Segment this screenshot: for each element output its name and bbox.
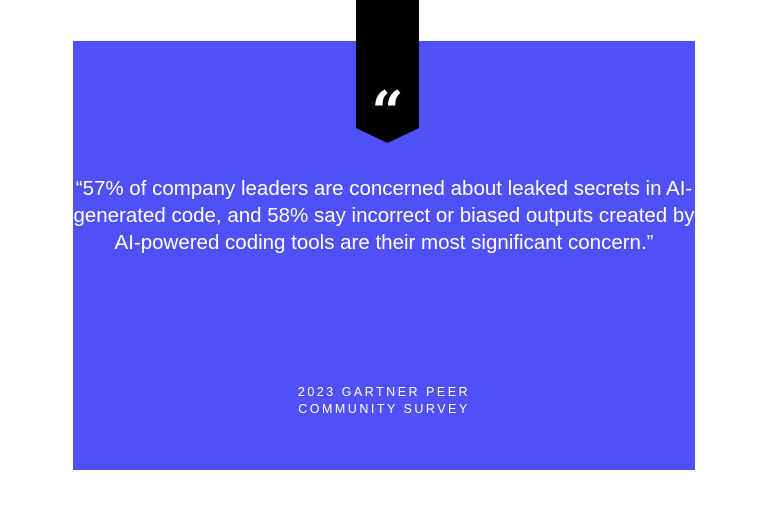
quote-text: “57% of company leaders are concerned ab… bbox=[73, 177, 695, 254]
ribbon-bookmark bbox=[356, 0, 419, 143]
source-line-1: 2023 GARTNER PEER bbox=[297, 385, 471, 399]
quotation-mark-icon: “ bbox=[371, 79, 404, 145]
quote-source: 2023 GARTNER PEER COMMUNITY SURVEY bbox=[73, 384, 695, 418]
source-line-2: COMMUNITY SURVEY bbox=[298, 402, 470, 416]
